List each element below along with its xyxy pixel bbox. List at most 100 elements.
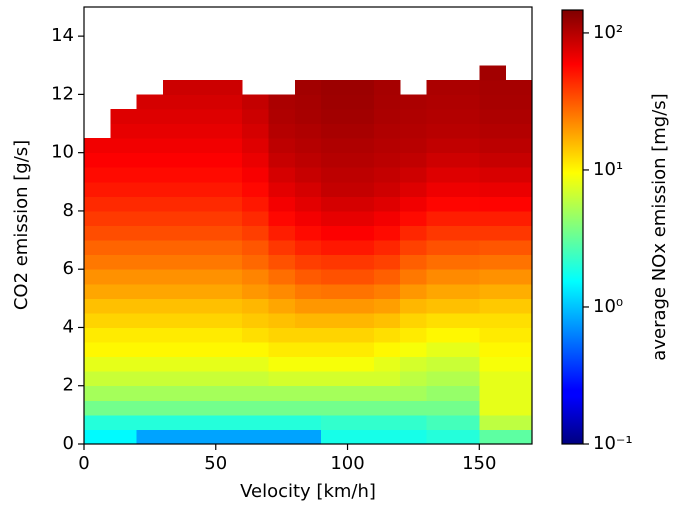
heatmap-cell — [189, 196, 217, 212]
heatmap-cell — [347, 356, 375, 372]
x-axis-label: Velocity [km/h] — [240, 481, 376, 502]
heatmap-cell — [215, 167, 243, 183]
heatmap-cell — [268, 225, 296, 241]
heatmap-cell — [136, 312, 164, 328]
heatmap-cell — [215, 79, 243, 95]
heatmap-cell — [426, 400, 454, 416]
heatmap-cell — [84, 254, 111, 270]
heatmap-cell — [268, 371, 296, 387]
heatmap-cell — [400, 181, 428, 197]
heatmap-cell — [321, 298, 349, 314]
heatmap-cell — [189, 312, 217, 328]
heatmap-cell — [452, 225, 480, 241]
heatmap-cell — [136, 298, 164, 314]
heatmap-cell — [84, 342, 111, 358]
heatmap-cell — [321, 269, 349, 285]
heatmap-cell — [479, 327, 507, 343]
heatmap-cell — [373, 269, 401, 285]
heatmap-cell — [189, 356, 217, 372]
heatmap-cell — [242, 181, 269, 197]
heatmap-cell — [505, 371, 533, 387]
heatmap-cell — [479, 167, 507, 183]
heatmap-cell — [400, 94, 428, 110]
heatmap-cell — [163, 298, 190, 314]
heatmap-cell — [505, 210, 533, 226]
x-tick-label: 0 — [78, 453, 89, 474]
heatmap-cell — [452, 342, 480, 358]
heatmap-cell — [479, 65, 507, 81]
heatmap-cell — [242, 152, 269, 168]
heatmap-cell — [479, 94, 507, 110]
heatmap-cell — [163, 108, 190, 125]
y-axis-label: CO2 emission [g/s] — [11, 140, 32, 310]
heatmap-cell — [373, 298, 401, 314]
heatmap-cell — [268, 210, 296, 226]
heatmap-cell — [479, 225, 507, 241]
heatmap-cell — [215, 327, 243, 343]
heatmap-cell — [373, 414, 401, 430]
heatmap-cell — [136, 94, 164, 110]
heatmap-cell — [426, 79, 454, 95]
heatmap-cell — [84, 152, 111, 168]
heatmap-cell — [321, 371, 349, 387]
heatmap-cell — [268, 138, 296, 154]
heatmap-cell — [268, 414, 296, 430]
heatmap-cell — [479, 240, 507, 256]
heatmap-cell — [294, 356, 322, 372]
heatmap-cell — [452, 312, 480, 328]
heatmap-cell — [321, 385, 349, 401]
heatmap-cell — [452, 123, 480, 139]
heatmap-cell — [452, 152, 480, 168]
heatmap-cell — [268, 283, 296, 299]
heatmap-cell — [400, 414, 428, 430]
heatmap-cell — [347, 429, 375, 445]
heatmap-cell — [373, 138, 401, 154]
heatmap-cell — [268, 108, 296, 125]
heatmap-cell — [479, 356, 507, 372]
heatmap-cell — [215, 371, 243, 387]
heatmap-cell — [400, 342, 428, 358]
heatmap-cell — [136, 196, 164, 212]
colorbar-tick-label: 10⁰ — [593, 296, 623, 317]
heatmap-cell — [215, 225, 243, 241]
heatmap-cell — [189, 167, 217, 183]
heatmap-cell — [136, 108, 164, 125]
heatmap-cell — [426, 298, 454, 314]
heatmap-cell — [452, 385, 480, 401]
heatmap-cell — [347, 342, 375, 358]
heatmap-cell — [136, 240, 164, 256]
heatmap-cell — [136, 327, 164, 343]
heatmap-cell — [479, 152, 507, 168]
heatmap-cell — [189, 342, 217, 358]
heatmap-cell — [136, 181, 164, 197]
heatmap-cell — [505, 123, 533, 139]
heatmap-cell — [479, 298, 507, 314]
heatmap-cell — [84, 327, 111, 343]
heatmap-cell — [426, 94, 454, 110]
heatmap-cell — [452, 167, 480, 183]
heatmap-cell — [84, 138, 111, 154]
heatmap-cell — [505, 283, 533, 299]
heatmap-cell — [242, 414, 269, 430]
heatmap-cell — [321, 108, 349, 125]
heatmap-cell — [189, 283, 217, 299]
y-tick-label: 4 — [63, 316, 74, 337]
heatmap-cell — [373, 371, 401, 387]
heatmap-cell — [452, 196, 480, 212]
heatmap-cell — [373, 327, 401, 343]
heatmap-cell — [479, 429, 507, 445]
heatmap-cell — [268, 167, 296, 183]
heatmap-cell — [426, 108, 454, 125]
heatmap-cell — [110, 356, 138, 372]
heatmap-cell — [110, 210, 138, 226]
heatmap-cell — [163, 371, 190, 387]
heatmap-cell — [189, 79, 217, 95]
heatmap-cell — [347, 312, 375, 328]
heatmap-cell — [479, 342, 507, 358]
heatmap-cell — [268, 123, 296, 139]
heatmap-cell — [136, 254, 164, 270]
y-tick-label: 10 — [51, 142, 74, 163]
heatmap-cell — [479, 181, 507, 197]
heatmap-cell — [163, 240, 190, 256]
heatmap-cell — [400, 429, 428, 445]
